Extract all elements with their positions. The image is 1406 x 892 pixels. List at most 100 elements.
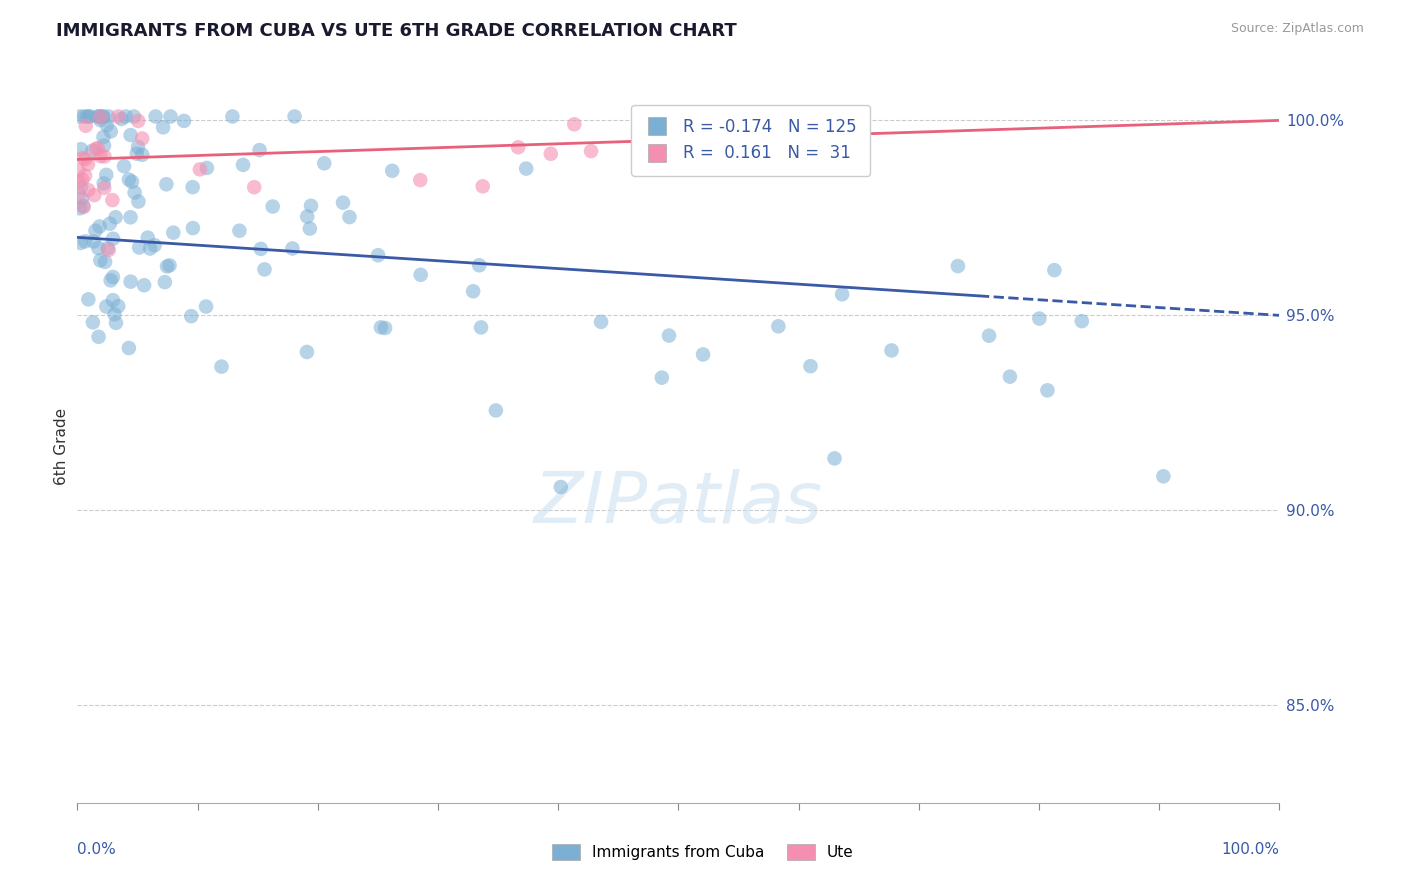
Point xyxy=(96,118,118,132)
Point xyxy=(1043,263,1066,277)
Point xyxy=(159,258,181,272)
Point xyxy=(89,110,111,124)
Point xyxy=(112,159,135,173)
Point xyxy=(409,173,432,187)
Point xyxy=(79,110,101,124)
Point xyxy=(97,241,120,255)
Point xyxy=(101,193,124,207)
Point xyxy=(188,162,211,177)
Point xyxy=(100,124,122,138)
Text: ZIPatlas: ZIPatlas xyxy=(534,468,823,538)
Point xyxy=(880,343,903,358)
Point xyxy=(295,345,318,359)
Point xyxy=(87,141,110,155)
Point xyxy=(93,181,115,195)
Point xyxy=(93,130,115,145)
Point xyxy=(82,144,104,158)
Point xyxy=(107,299,129,313)
Point xyxy=(75,119,97,133)
Point xyxy=(946,259,969,273)
Point xyxy=(195,300,218,314)
Point xyxy=(118,341,141,355)
Point xyxy=(76,110,98,124)
Point xyxy=(152,120,174,135)
Point xyxy=(339,210,361,224)
Point xyxy=(69,110,91,124)
Point xyxy=(122,110,145,124)
Point xyxy=(367,248,389,262)
Point xyxy=(463,285,485,299)
Point xyxy=(101,270,124,285)
Point xyxy=(67,186,90,201)
Point xyxy=(508,140,530,154)
Point xyxy=(93,138,115,153)
Point xyxy=(159,110,181,124)
Point xyxy=(128,240,150,254)
Point xyxy=(70,172,93,186)
Point xyxy=(67,175,90,189)
Point xyxy=(799,359,821,374)
Point xyxy=(139,242,162,256)
Point xyxy=(75,235,97,249)
Point xyxy=(83,235,105,249)
Point xyxy=(485,403,508,417)
Point xyxy=(374,321,396,335)
Point xyxy=(97,243,120,257)
Point xyxy=(96,300,118,314)
Point xyxy=(579,144,602,158)
Point xyxy=(82,315,104,329)
Legend: R = -0.174   N = 125, R =  0.161   N =  31: R = -0.174 N = 125, R = 0.161 N = 31 xyxy=(631,104,870,176)
Y-axis label: 6th Grade: 6th Grade xyxy=(53,408,69,484)
Point xyxy=(77,183,100,197)
Point xyxy=(127,114,149,128)
Point xyxy=(181,221,204,235)
Point xyxy=(295,210,318,224)
Point xyxy=(77,157,100,171)
Point xyxy=(73,169,96,183)
Point xyxy=(284,110,307,124)
Point xyxy=(89,149,111,163)
Text: IMMIGRANTS FROM CUBA VS UTE 6TH GRADE CORRELATION CHART: IMMIGRANTS FROM CUBA VS UTE 6TH GRADE CO… xyxy=(56,22,737,40)
Point xyxy=(124,186,146,200)
Point xyxy=(470,320,492,334)
Point xyxy=(381,163,404,178)
Point xyxy=(97,110,120,124)
Point xyxy=(515,161,537,176)
Point xyxy=(1028,311,1050,326)
Point xyxy=(998,369,1021,384)
Point xyxy=(211,359,233,374)
Point xyxy=(370,320,392,334)
Point xyxy=(67,163,90,178)
Text: Source: ZipAtlas.com: Source: ZipAtlas.com xyxy=(1230,22,1364,36)
Point xyxy=(824,451,846,466)
Point xyxy=(332,195,354,210)
Point xyxy=(692,347,714,361)
Point xyxy=(121,175,143,189)
Point xyxy=(101,232,124,246)
Point xyxy=(70,142,93,156)
Point xyxy=(977,328,1000,343)
Point xyxy=(471,179,494,194)
Point xyxy=(120,128,142,142)
Point xyxy=(69,202,91,216)
Point xyxy=(72,199,94,213)
Point xyxy=(100,273,122,287)
Point xyxy=(156,260,179,274)
Text: 100.0%: 100.0% xyxy=(1222,842,1279,857)
Point xyxy=(181,180,204,194)
Point xyxy=(1152,469,1174,483)
Point xyxy=(73,110,96,124)
Point xyxy=(93,149,115,163)
Point xyxy=(120,275,142,289)
Point xyxy=(87,330,110,344)
Point xyxy=(89,219,111,234)
Point xyxy=(89,110,111,124)
Point xyxy=(221,110,243,124)
Point xyxy=(69,235,91,250)
Point xyxy=(173,114,195,128)
Point xyxy=(131,147,153,161)
Point xyxy=(228,224,250,238)
Point xyxy=(89,110,111,124)
Point xyxy=(105,316,128,330)
Point xyxy=(589,315,612,329)
